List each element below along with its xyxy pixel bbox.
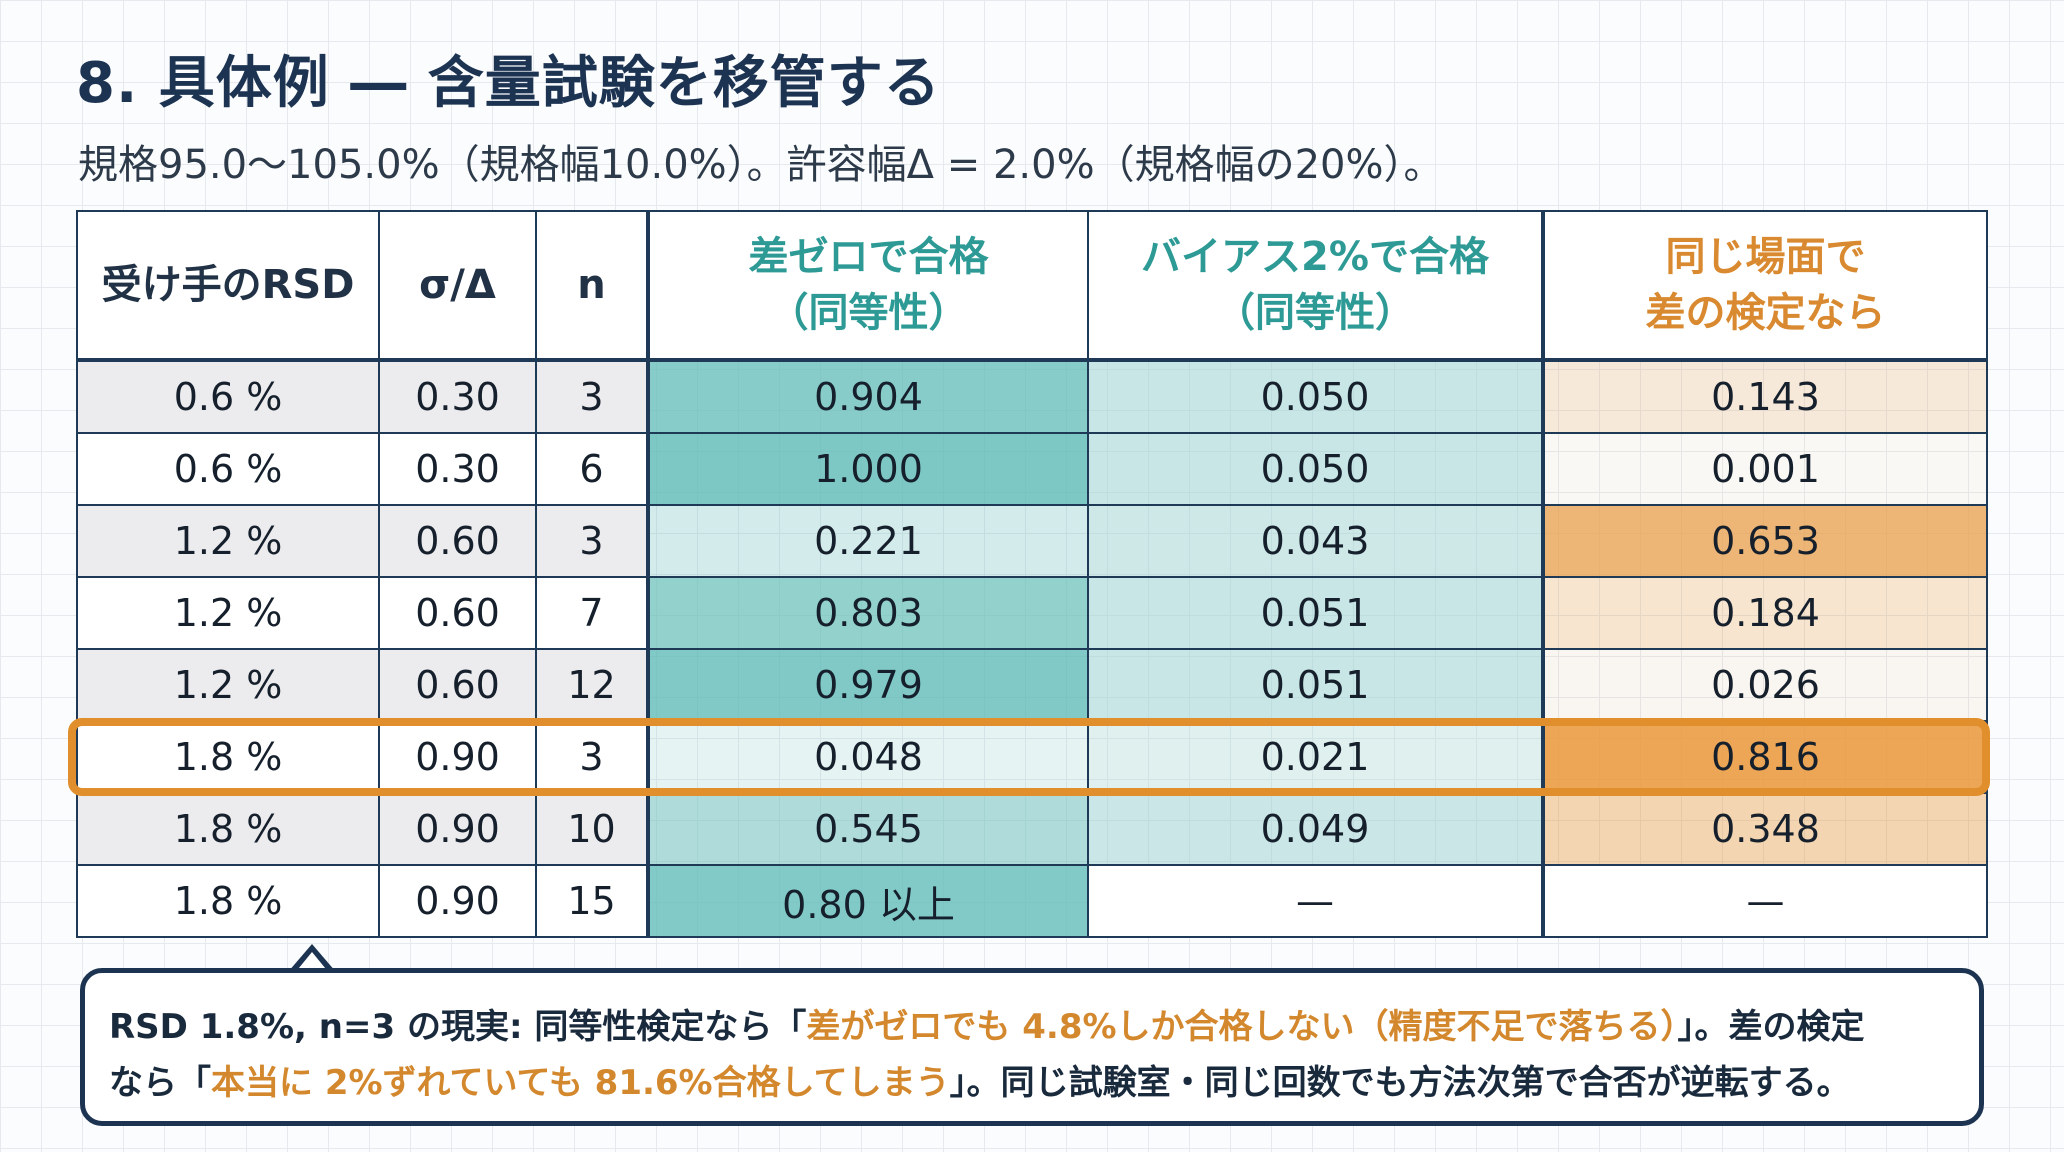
cell-rsd: 1.2 % [76, 648, 380, 722]
cell-rsd: 1.2 % [76, 504, 380, 578]
cell-n: 3 [535, 359, 650, 434]
cell-bias-pass: 0.051 [1087, 576, 1545, 650]
header-sigma-delta: σ/Δ [378, 210, 537, 362]
table-row: 1.2 % 0.60 7 0.803 0.051 0.184 [76, 576, 1988, 650]
cell-n: 12 [535, 648, 650, 722]
cell-zero-diff-pass: 0.80 以上 [647, 864, 1089, 938]
header-bias-line2: （同等性） [1215, 290, 1415, 336]
cell-difference-test: 0.184 [1542, 576, 1988, 650]
cell-sigma-delta: 0.60 [378, 576, 537, 650]
cell-rsd: 1.8 % [76, 792, 380, 866]
cell-rsd: 0.6 % [76, 432, 380, 506]
cell-bias-pass: 0.050 [1087, 359, 1545, 434]
header-difference-line1: 同じ場面で [1665, 234, 1866, 280]
table-row: 0.6 % 0.30 6 1.000 0.050 0.001 [76, 432, 1988, 506]
cell-difference-test: 0.348 [1542, 792, 1988, 866]
header-difference-line2: 差の検定なら [1645, 290, 1886, 336]
cell-zero-diff-pass: 1.000 [647, 432, 1089, 506]
header-n: n [535, 210, 650, 362]
cell-n: 7 [535, 576, 650, 650]
table-body: 0.6 % 0.30 3 0.904 0.050 0.143 0.6 % 0.30 6 1.000… [76, 359, 1988, 938]
table-row: 1.8 % 0.90 3 0.048 0.021 0.816 [76, 720, 1988, 794]
table-row: 1.8 % 0.90 15 0.80 以上 — — [76, 864, 1988, 938]
header-zero-diff-line1: 差ゼロで合格 [748, 234, 989, 280]
cell-rsd: 0.6 % [76, 359, 380, 434]
callout-line1-suffix: 」。差の検定 [1677, 1007, 1865, 1047]
callout-line2-highlight: 本当に 2%ずれていても 81.6%合格してしまう [211, 1063, 950, 1103]
cell-bias-pass: 0.043 [1087, 504, 1545, 578]
cell-bias-pass: 0.021 [1087, 720, 1545, 794]
cell-rsd: 1.8 % [76, 864, 380, 938]
header-bias-pass: バイアス2%で合格 （同等性） [1087, 210, 1545, 362]
cell-difference-test: 0.001 [1542, 432, 1988, 506]
callout-line2-prefix: なら「 [109, 1063, 211, 1103]
cell-n: 15 [535, 864, 650, 938]
table-row: 1.8 % 0.90 10 0.545 0.049 0.348 [76, 792, 1988, 866]
cell-bias-pass: 0.049 [1087, 792, 1545, 866]
cell-sigma-delta: 0.90 [378, 864, 537, 938]
cell-n: 3 [535, 720, 650, 794]
cell-difference-test: 0.816 [1542, 720, 1988, 794]
table-header-row: 受け手のRSD σ/Δ n 差ゼロで合格 （同等性） バイアス2%で合格 （同等… [76, 210, 1988, 362]
cell-zero-diff-pass: 0.221 [647, 504, 1089, 578]
results-table-container: 受け手のRSD σ/Δ n 差ゼロで合格 （同等性） バイアス2%で合格 （同等… [68, 210, 1990, 938]
cell-zero-diff-pass: 0.545 [647, 792, 1089, 866]
page-subtitle: 規格95.0〜105.0%（規格幅10.0%）。許容幅Δ = 2.0%（規格幅の… [78, 142, 1444, 188]
summary-callout: RSD 1.8%, n=3 の現実: 同等性検定なら「差がゼロでも 4.8%しか… [80, 968, 1984, 1126]
cell-bias-pass: 0.050 [1087, 432, 1545, 506]
cell-zero-diff-pass: 0.904 [647, 359, 1089, 434]
table-row: 1.2 % 0.60 3 0.221 0.043 0.653 [76, 504, 1988, 578]
header-zero-diff-line2: （同等性） [768, 290, 969, 336]
cell-n: 3 [535, 504, 650, 578]
cell-difference-test: 0.653 [1542, 504, 1988, 578]
cell-difference-test: 0.026 [1542, 648, 1988, 722]
results-table: 受け手のRSD σ/Δ n 差ゼロで合格 （同等性） バイアス2%で合格 （同等… [76, 210, 1988, 938]
cell-difference-test: 0.143 [1542, 359, 1988, 434]
cell-zero-diff-pass: 0.979 [647, 648, 1089, 722]
cell-rsd: 1.8 % [76, 720, 380, 794]
cell-rsd: 1.2 % [76, 576, 380, 650]
cell-zero-diff-pass: 0.803 [647, 576, 1089, 650]
cell-sigma-delta: 0.60 [378, 504, 537, 578]
cell-sigma-delta: 0.60 [378, 648, 537, 722]
cell-sigma-delta: 0.90 [378, 792, 537, 866]
callout-line2-suffix: 」。同じ試験室・同じ回数でも方法次第で合否が逆転する。 [949, 1063, 1851, 1103]
header-difference-test: 同じ場面で 差の検定なら [1542, 210, 1988, 362]
cell-difference-test: — [1542, 864, 1988, 938]
cell-n: 10 [535, 792, 650, 866]
cell-bias-pass: — [1087, 864, 1545, 938]
callout-line-2: なら「本当に 2%ずれていても 81.6%合格してしまう」。同じ試験室・同じ回数… [109, 1055, 1951, 1111]
callout-line1-prefix: RSD 1.8%, n=3 の現実: 同等性検定なら「 [109, 1007, 807, 1047]
cell-zero-diff-pass: 0.048 [647, 720, 1089, 794]
header-zero-diff-pass: 差ゼロで合格 （同等性） [647, 210, 1089, 362]
table-row: 1.2 % 0.60 12 0.979 0.051 0.026 [76, 648, 1988, 722]
table-row: 0.6 % 0.30 3 0.904 0.050 0.143 [76, 359, 1988, 434]
header-rsd: 受け手のRSD [76, 210, 380, 362]
cell-sigma-delta: 0.90 [378, 720, 537, 794]
cell-bias-pass: 0.051 [1087, 648, 1545, 722]
callout-line1-highlight: 差がゼロでも 4.8%しか合格しない（精度不足で落ちる） [806, 1007, 1678, 1047]
callout-line-1: RSD 1.8%, n=3 の現実: 同等性検定なら「差がゼロでも 4.8%しか… [109, 999, 1951, 1055]
cell-sigma-delta: 0.30 [378, 432, 537, 506]
cell-sigma-delta: 0.30 [378, 359, 537, 434]
header-bias-line1: バイアス2%で合格 [1141, 234, 1489, 280]
page-title: 8. 具体例 ― 含量試験を移管する [76, 51, 941, 116]
cell-n: 6 [535, 432, 650, 506]
